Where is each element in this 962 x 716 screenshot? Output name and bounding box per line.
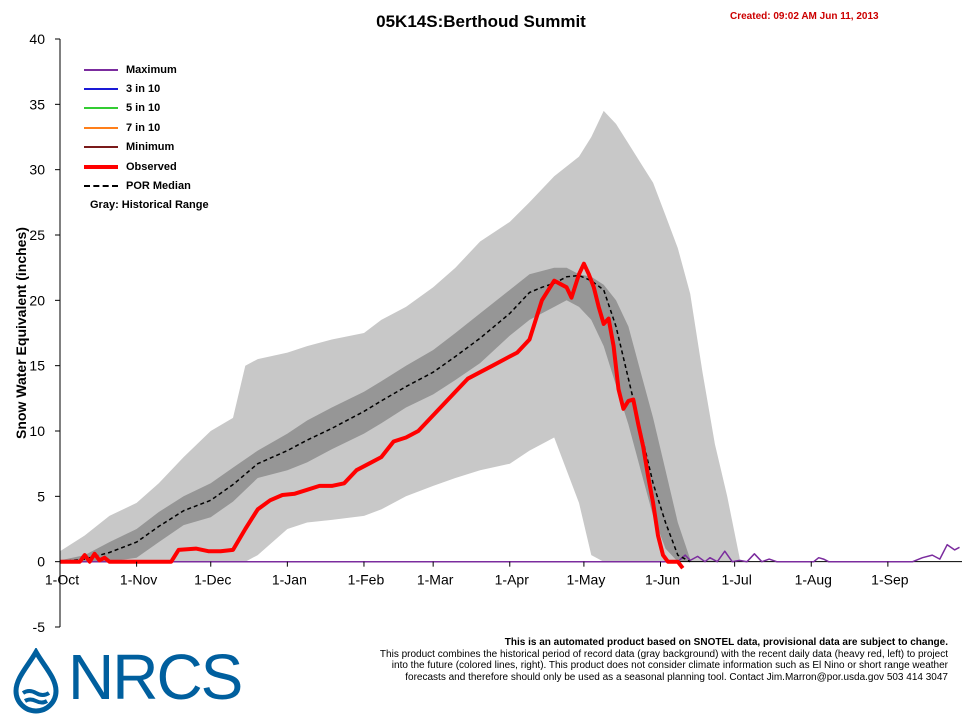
legend-item-maximum: Maximum [84,60,209,79]
legend-swatch-median [84,185,118,188]
legend-swatch-maximum [84,68,118,71]
y-tick-label: 20 [29,292,45,308]
chart-legend: Maximum 3 in 10 5 in 10 7 in 10 Minimum … [84,60,209,211]
legend-label: 5 in 10 [126,102,161,115]
x-tick-label: 1-Nov [120,572,157,588]
historical-range-inner-band [60,267,691,562]
footer-line: into the future (colored lines, right). … [391,660,948,671]
legend-swatch-observed [84,164,118,169]
legend-label: Maximum [126,63,177,76]
y-tick-label: 25 [29,227,45,243]
nrcs-logo: NRCS [6,641,243,714]
legend-label: Observed [126,160,177,173]
disclaimer-footer: This is an automated product based on SN… [308,637,948,683]
series-maximum-line [60,543,960,563]
legend-label: Minimum [126,141,175,154]
logo-text: NRCS [68,641,243,713]
y-tick-label: 35 [29,96,45,112]
x-tick-label: 1-Apr [495,572,530,588]
x-tick-label: 1-Dec [194,572,231,588]
legend-item-median: POR Median [84,176,209,195]
chart-title: 05K14S:Berthoud Summit [376,12,586,31]
legend-label: POR Median [126,180,191,193]
x-tick-label: 1-Mar [417,572,454,588]
y-tick-label: -5 [33,619,46,635]
footer-line: This product combines the historical per… [379,648,948,660]
y-tick-label: 30 [29,162,45,178]
x-tick-label: 1-Sep [871,572,909,588]
series-observed-line [60,261,685,570]
legend-item-observed: Observed [84,157,209,176]
y-tick-label: 40 [29,31,45,47]
y-axis-label: Snow Water Equivalent (inches) [13,227,29,439]
legend-item-minimum: Minimum [84,138,209,157]
y-tick-label: 5 [37,488,45,504]
footer-line: This is an automated product based on SN… [504,637,948,648]
footer-line: forecasts and therefore should only be u… [405,671,948,683]
x-tick-label: 1-Jan [272,572,307,588]
y-tick-label: 15 [29,358,45,374]
created-timestamp: Created: 09:02 AM Jun 11, 2013 [730,11,879,22]
x-tick-label: 1-Jun [645,572,680,588]
legend-item-3-in-10: 3 in 10 [84,79,209,98]
legend-item-5-in-10: 5 in 10 [84,99,209,118]
x-tick-label: 1-Oct [45,572,79,588]
legend-swatch-7-in-10 [84,126,118,129]
x-tick-label: 1-Feb [348,572,385,588]
x-tick-label: 1-May [566,572,605,588]
legend-swatch-minimum [84,146,118,149]
legend-item-7-in-10: 7 in 10 [84,118,209,137]
series-por-median-line [59,274,691,563]
legend-label: 3 in 10 [126,83,161,96]
historical-range-outer-band [60,110,740,562]
legend-label: 7 in 10 [126,121,161,134]
x-tick-label: 1-Jul [721,572,751,588]
legend-gray-note: Gray: Historical Range [90,198,209,211]
legend-swatch-5-in-10 [84,107,118,110]
y-tick-label: 0 [37,554,45,570]
legend-swatch-3-in-10 [84,88,118,91]
y-tick-label: 10 [29,423,45,439]
water-drop-icon [13,648,59,714]
x-tick-label: 1-Aug [795,572,832,588]
